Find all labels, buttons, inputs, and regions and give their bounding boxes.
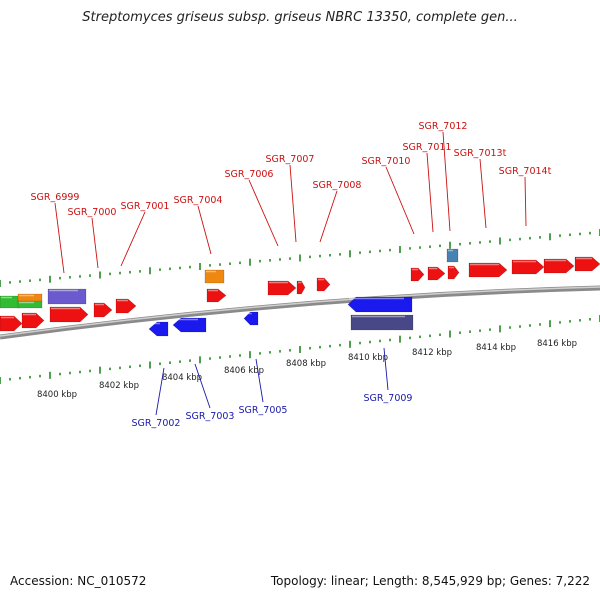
gene-features[interactable] [0, 248, 600, 337]
orange-feature[interactable] [204, 269, 225, 284]
scale-label: 8404 kbp [162, 373, 202, 383]
forward-leader-line [426, 152, 434, 233]
forward-gene-label[interactable]: SGR_7010 [362, 156, 411, 167]
green-feature[interactable] [17, 300, 43, 309]
forward-leader-line [442, 131, 451, 232]
navy-feature[interactable] [350, 314, 414, 331]
genome-backbone [0, 285, 600, 340]
forward-gene[interactable] [316, 277, 331, 292]
reverse-gene-labels[interactable]: SGR_7002 SGR_7003 SGR_7005 SGR_7009 [132, 393, 413, 429]
forward-leader-line [197, 205, 212, 255]
scale-label: 8408 kbp [286, 359, 326, 369]
forward-leader-line [54, 202, 65, 274]
forward-gene[interactable] [49, 306, 89, 323]
reverse-leader-line [383, 347, 389, 391]
forward-gene-label[interactable]: SGR_7006 [225, 169, 274, 180]
upper-tick-row [0, 229, 600, 287]
label-leader-lines [54, 131, 527, 416]
reverse-gene-label[interactable]: SGR_7002 [132, 418, 181, 429]
forward-leader-line [248, 179, 279, 247]
forward-gene[interactable] [447, 265, 460, 280]
forward-gene-label[interactable]: SGR_7012 [419, 121, 468, 132]
forward-gene[interactable] [427, 266, 446, 281]
forward-gene[interactable] [296, 280, 306, 295]
reverse-gene[interactable] [148, 321, 169, 337]
forward-gene-label[interactable]: SGR_7011 [403, 142, 452, 153]
scale-label: 8414 kbp [476, 343, 516, 353]
scale-label: 8402 kbp [99, 381, 139, 391]
scale-labels: 8400 kbp 8402 kbp 8404 kbp 8406 kbp 8408 kbp… [37, 339, 577, 400]
forward-gene[interactable] [574, 256, 600, 272]
forward-leader-line [524, 176, 527, 227]
forward-gene[interactable] [206, 288, 227, 303]
reverse-gene-label[interactable]: SGR_7005 [239, 405, 288, 416]
scale-label: 8416 kbp [537, 339, 577, 349]
genome-backbone-highlight [0, 286, 600, 337]
forward-gene-label[interactable]: SGR_7007 [266, 154, 315, 165]
forward-gene-label[interactable]: SGR_7014t [499, 166, 552, 177]
reverse-leader-line [255, 358, 264, 403]
forward-gene[interactable] [21, 312, 45, 329]
steel-feature[interactable] [446, 248, 459, 263]
scale-label: 8410 kbp [348, 353, 388, 363]
accession-text: Accession: NC_010572 [10, 574, 147, 588]
reverse-gene-label[interactable]: SGR_7003 [186, 411, 235, 422]
forward-gene-label[interactable]: SGR_7000 [68, 207, 117, 218]
forward-leader-line [479, 158, 487, 229]
forward-gene-label[interactable]: SGR_7008 [313, 180, 362, 191]
forward-gene[interactable] [468, 262, 508, 278]
forward-leader-line [120, 211, 146, 267]
forward-gene[interactable] [267, 280, 297, 296]
map-title: Streptomyces griseus subsp. griseus NBRC… [82, 10, 518, 25]
reverse-leader-line [194, 363, 211, 409]
reverse-gene[interactable] [347, 296, 413, 313]
scale-label: 8406 kbp [224, 366, 264, 376]
lower-tick-row [0, 315, 600, 384]
forward-gene[interactable] [543, 258, 575, 274]
forward-leader-line [91, 217, 99, 269]
reverse-gene[interactable] [243, 311, 259, 326]
forward-gene-label[interactable]: SGR_7004 [174, 195, 223, 206]
forward-gene-label[interactable]: SGR_7001 [121, 201, 170, 212]
forward-gene-labels[interactable]: SGR_6999 SGR_7000 SGR_7001 SGR_7004 SGR_7006… [31, 121, 552, 218]
reverse-leader-line [155, 367, 165, 416]
forward-gene[interactable] [115, 298, 137, 314]
forward-leader-line [289, 164, 297, 243]
forward-leader-line [319, 190, 338, 243]
forward-gene[interactable] [0, 315, 23, 332]
forward-gene[interactable] [410, 267, 425, 282]
reverse-gene[interactable] [172, 317, 207, 333]
forward-leader-line [385, 166, 415, 235]
scale-label: 8412 kbp [412, 348, 452, 358]
forward-gene[interactable] [93, 302, 113, 318]
reverse-gene-label[interactable]: SGR_7009 [364, 393, 413, 404]
forward-gene-label[interactable]: SGR_6999 [31, 192, 80, 203]
scale-label: 8400 kbp [37, 390, 77, 400]
forward-gene[interactable] [511, 259, 545, 275]
topology-text: Topology: linear; Length: 8,545,929 bp; … [270, 574, 590, 588]
forward-gene-label[interactable]: SGR_7013t [454, 148, 507, 159]
purple-feature[interactable] [47, 288, 87, 305]
